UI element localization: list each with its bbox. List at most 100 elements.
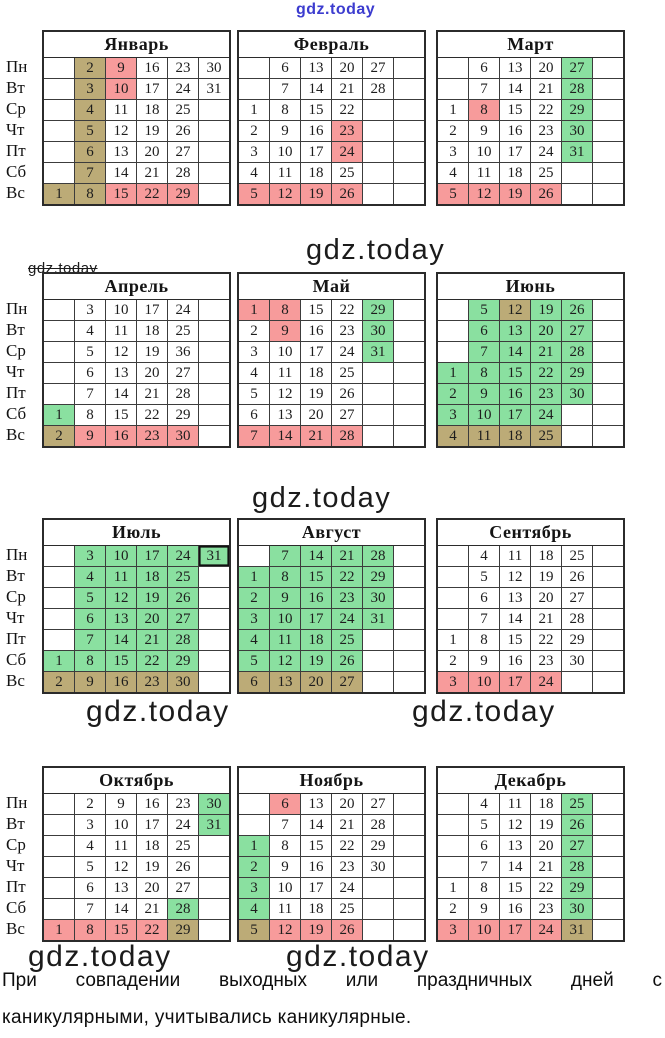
day-cell: 8 (74, 650, 106, 672)
day-cell: 8 (74, 919, 106, 942)
day-cell: 24 (167, 78, 199, 100)
day-cell: 9 (74, 425, 106, 448)
month-title-march: Март (436, 30, 625, 58)
empty-cell (198, 362, 231, 384)
day-cell: 15 (499, 362, 531, 384)
day-cell: 2 (436, 383, 469, 405)
day-cell: 26 (331, 183, 363, 206)
day-cell: 24 (331, 141, 363, 163)
day-cell: 4 (468, 545, 500, 567)
day-cell: 3 (237, 141, 270, 163)
empty-cell (592, 566, 625, 588)
day-cell: 25 (530, 425, 562, 448)
empty-cell (393, 856, 426, 878)
day-cell: 12 (499, 299, 531, 321)
day-cell: 13 (269, 671, 301, 694)
empty-cell (362, 162, 394, 184)
day-cell: 3 (74, 545, 106, 567)
day-cell: 7 (269, 545, 301, 567)
empty-cell (592, 671, 625, 694)
day-cell: 18 (136, 566, 168, 588)
day-cell: 26 (561, 566, 593, 588)
day-cell: 22 (136, 919, 168, 942)
month-august: Август 7 14 21 28 1 8 15 22 29 2 9 16 23 30 3 10 17 24 31 4 1… (237, 518, 426, 694)
day-cell: 28 (561, 856, 593, 878)
empty-cell (436, 299, 469, 321)
day-cell: 28 (561, 78, 593, 100)
day-cell: 16 (499, 120, 531, 142)
day-cell: 1 (42, 183, 75, 206)
day-cell: 30 (561, 120, 593, 142)
day-cell: 29 (362, 835, 394, 857)
empty-cell (436, 545, 469, 567)
empty-cell (42, 814, 75, 836)
day-cell: 29 (362, 566, 394, 588)
day-cell: 17 (136, 814, 168, 836)
day-cell: 24 (530, 671, 562, 694)
day-cell: 22 (331, 835, 363, 857)
empty-cell (42, 898, 75, 920)
empty-cell (362, 671, 394, 694)
day-cell: 25 (530, 162, 562, 184)
day-cell: 17 (300, 141, 332, 163)
empty-cell (393, 608, 426, 630)
month-title-november: Ноябрь (237, 766, 426, 794)
empty-cell (42, 341, 75, 363)
day-cell: 23 (167, 57, 199, 79)
empty-cell (362, 99, 394, 121)
day-cell: 23 (331, 120, 363, 142)
day-cell: 19 (499, 183, 531, 206)
day-cell: 13 (105, 877, 137, 899)
day-cell: 24 (331, 877, 363, 899)
weekday-label: Ср (6, 835, 26, 854)
month-february: Февраль 6 13 20 27 7 14 21 28 1 8 15 22 2 9 16 23 3 10 17 24… (237, 30, 426, 206)
day-cell: 22 (331, 299, 363, 321)
day-cell: 29 (561, 629, 593, 651)
empty-cell (198, 99, 231, 121)
weekday-label: Вт (6, 78, 25, 97)
day-cell: 10 (269, 341, 301, 363)
day-cell: 24 (167, 545, 199, 567)
day-cell: 25 (167, 320, 199, 342)
month-june: Июнь 5 12 19 26 6 13 20 27 7 14 21 28 1 8 15 22 29 2 9 16 23 3… (436, 272, 625, 448)
day-cell: 12 (269, 383, 301, 405)
day-cell: 12 (105, 587, 137, 609)
empty-cell (42, 793, 75, 815)
empty-cell (198, 919, 231, 942)
day-cell: 18 (499, 425, 531, 448)
day-cell: 24 (530, 404, 562, 426)
day-cell: 9 (269, 320, 301, 342)
watermark-bottom-right: gdz.today (286, 940, 430, 973)
footnote-line-1: При совпадении выходных или праздничных … (2, 970, 662, 991)
day-cell: 7 (74, 162, 106, 184)
day-cell: 5 (74, 856, 106, 878)
day-cell: 7 (269, 78, 301, 100)
empty-cell (592, 793, 625, 815)
day-cell: 9 (74, 671, 106, 694)
day-cell: 5 (468, 566, 500, 588)
weekday-label: Чт (6, 608, 25, 627)
day-cell: 15 (105, 650, 137, 672)
empty-cell (198, 162, 231, 184)
day-cell: 10 (269, 877, 301, 899)
weekday-labels: Пн Вт Ср Чт Пт Сб Вс (6, 793, 40, 940)
day-cell: 6 (269, 57, 301, 79)
day-cell: 14 (105, 898, 137, 920)
empty-cell (393, 162, 426, 184)
month-title-july: Июль (42, 518, 231, 546)
footnote: При совпадении выходных или праздничных … (2, 970, 662, 1029)
day-cell: 23 (530, 383, 562, 405)
empty-cell (362, 898, 394, 920)
watermark-top: gdz.today (296, 1, 376, 18)
empty-cell (592, 404, 625, 426)
empty-cell (592, 341, 625, 363)
day-cell: 23 (530, 650, 562, 672)
day-cell: 6 (74, 877, 106, 899)
day-cell: 5 (237, 183, 270, 206)
empty-cell (42, 835, 75, 857)
day-cell: 28 (331, 425, 363, 448)
day-cell: 14 (300, 814, 332, 836)
day-cell: 12 (269, 183, 301, 206)
empty-cell (198, 383, 231, 405)
day-cell: 21 (136, 162, 168, 184)
